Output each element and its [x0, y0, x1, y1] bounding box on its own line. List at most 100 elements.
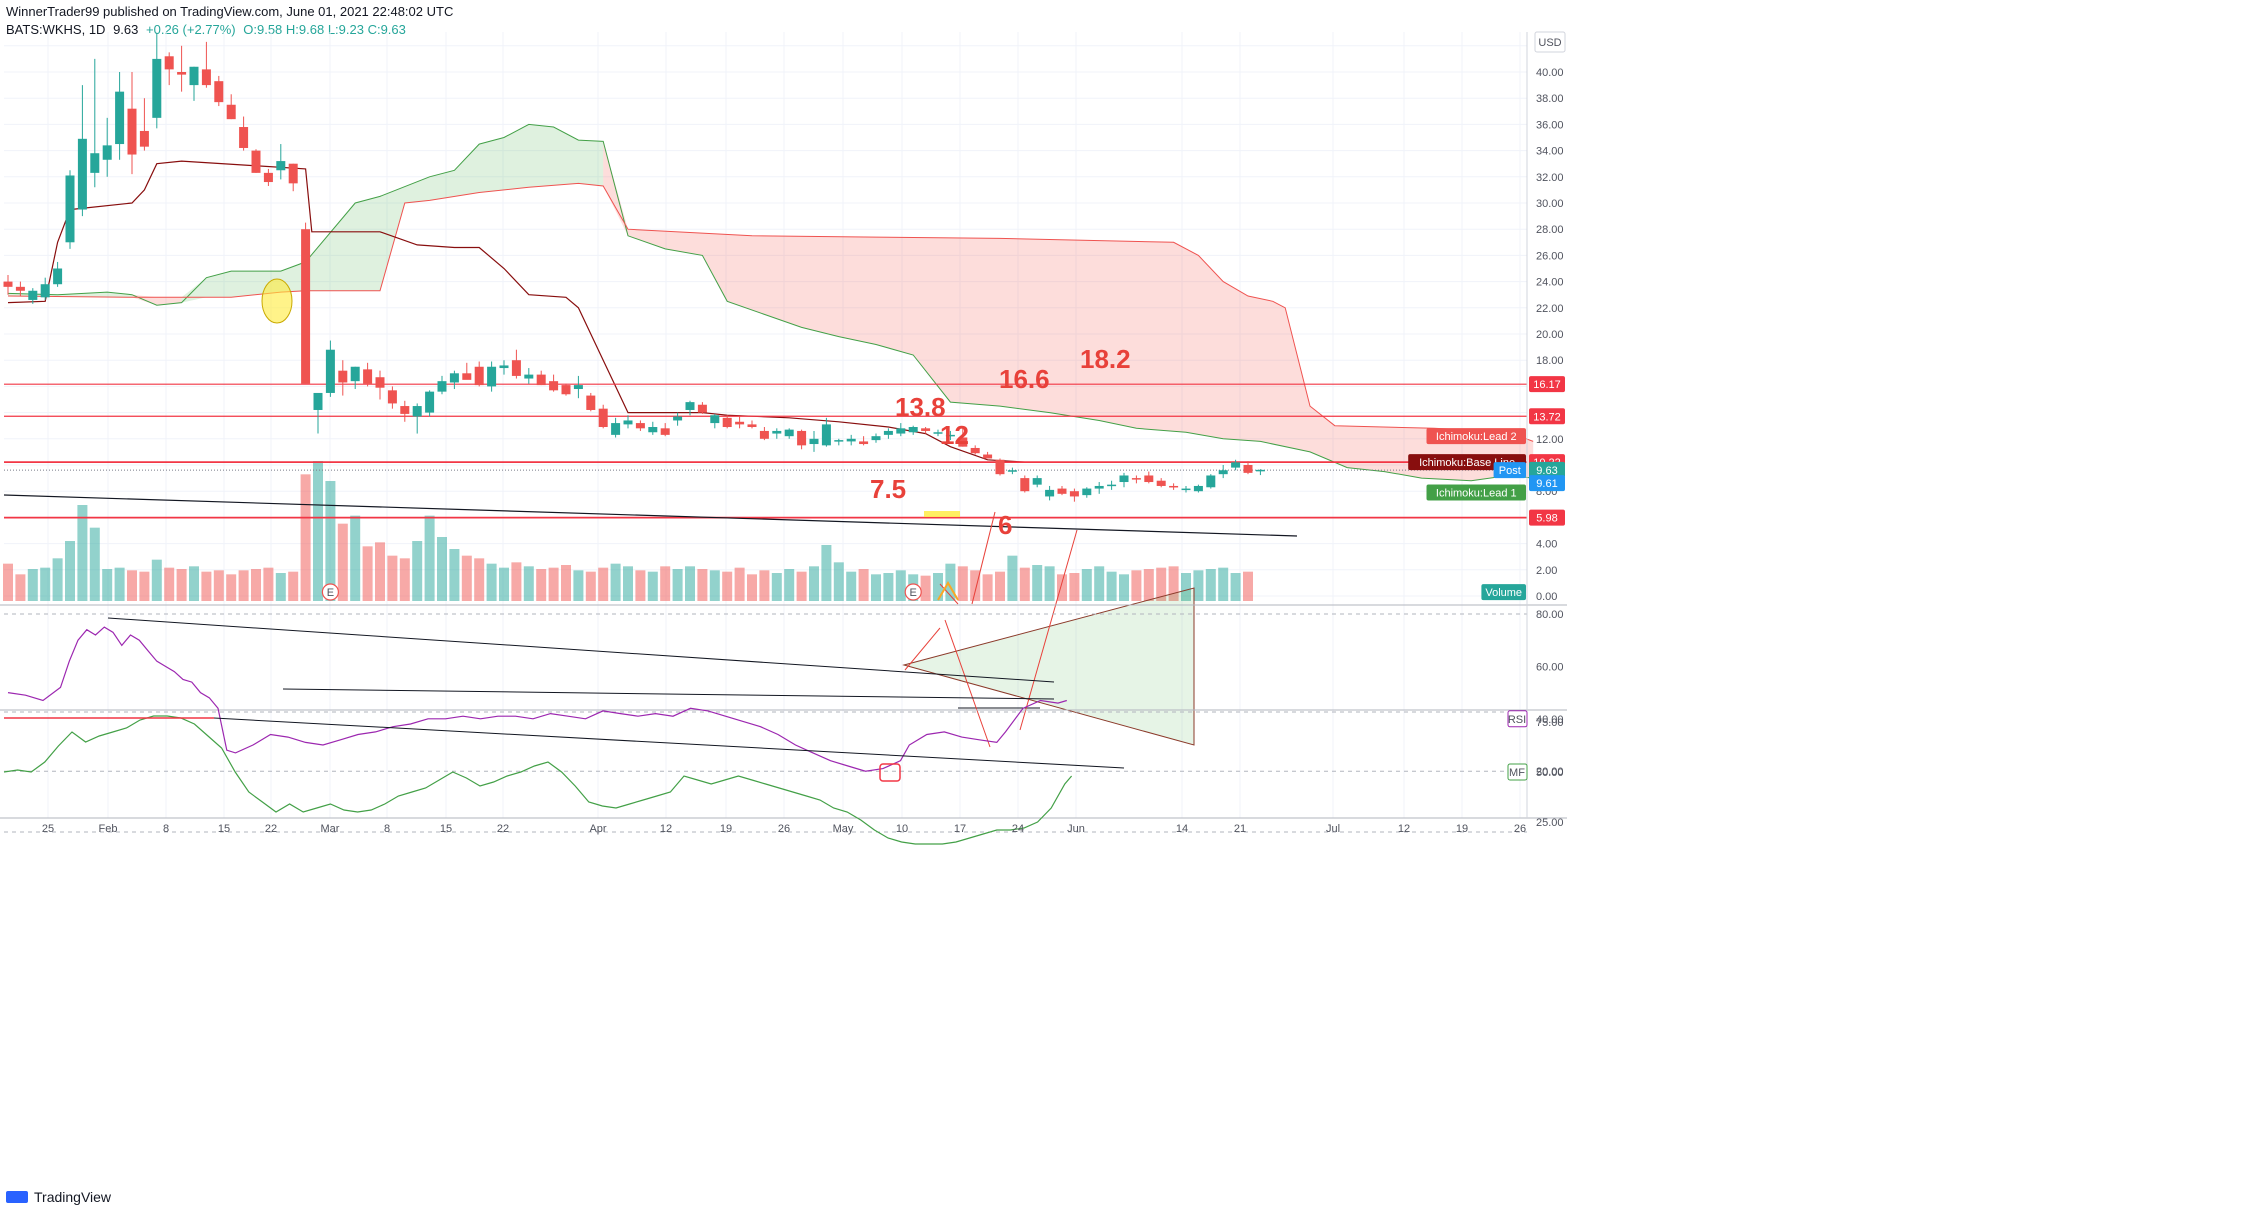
volume-bar — [635, 570, 646, 601]
candle-body — [586, 395, 596, 410]
candle-body — [189, 66, 199, 86]
price-tick-label: 30.00 — [1536, 198, 1564, 210]
candle-body — [375, 377, 385, 388]
time-tick-label: 15 — [218, 823, 230, 835]
volume-bar — [1119, 574, 1129, 601]
price-tick-label: 34.00 — [1536, 146, 1564, 158]
volume-bar — [982, 574, 993, 601]
volume-bar — [15, 574, 26, 601]
candle-body — [263, 172, 273, 183]
rsi-tick-label: 80.00 — [1536, 609, 1564, 621]
price-label-text: 9.61 — [1536, 478, 1557, 490]
rsi-line — [7, 626, 1067, 772]
volume-bar — [27, 569, 38, 601]
volume-bar — [412, 541, 423, 601]
price-tick-label: 2.00 — [1536, 565, 1557, 577]
mf-tick-label: 75.00 — [1536, 717, 1564, 729]
candle-body — [611, 423, 621, 435]
candle-body — [660, 428, 670, 435]
volume-bar — [164, 567, 175, 601]
volume-bar — [65, 541, 75, 601]
candle-body — [908, 427, 918, 433]
time-tick-label: 19 — [720, 823, 732, 835]
candle-body — [127, 108, 137, 155]
currency-badge — [1534, 31, 1566, 53]
candle-body — [53, 268, 63, 285]
mf-tick-label: 25.00 — [1536, 817, 1564, 829]
price-label-badge — [1529, 376, 1565, 393]
volume-bar — [623, 566, 633, 601]
candle-body — [288, 163, 298, 184]
earnings-marker-icon — [904, 583, 922, 601]
volume-bar — [486, 563, 497, 601]
rsi-trendline — [282, 688, 1055, 700]
price-label-badge — [1529, 461, 1565, 478]
volume-bar — [89, 527, 100, 601]
candle-body — [797, 430, 807, 446]
volume-bar — [561, 565, 571, 601]
projection-annotation: 7.5 — [870, 474, 906, 504]
time-tick-label: 8 — [384, 823, 390, 835]
symbol-name[interactable]: BATS:WKHS, 1D — [6, 22, 106, 37]
mf-tag-badge — [1507, 763, 1528, 781]
volume-bar — [920, 575, 931, 601]
price-axis: USD 40.00 38.00 36.00 34.00 32.00 30.00 28.00 26… — [1408, 31, 1566, 829]
volume-bar — [114, 567, 125, 601]
candle-body — [1094, 485, 1104, 489]
time-tick-label: May — [833, 823, 854, 835]
volume-bar — [251, 569, 261, 601]
candle-body — [958, 437, 968, 447]
candle-body — [1107, 484, 1117, 487]
candle-body — [1181, 488, 1191, 491]
volume-bar — [362, 546, 373, 601]
price-tick-label: 28.00 — [1536, 224, 1564, 236]
candle-body — [871, 436, 881, 441]
price-tick-label: 12.00 — [1536, 434, 1564, 446]
candle-body — [635, 423, 645, 429]
highlight-marker — [924, 511, 960, 517]
volume-bar — [548, 567, 559, 601]
volume-bar — [610, 563, 621, 601]
candle-body — [1057, 488, 1067, 494]
candle-body — [15, 286, 25, 291]
price-label-text: 13.72 — [1533, 411, 1561, 423]
chart-header: WinnerTrader99 published on TradingView.… — [6, 3, 453, 39]
volume-bar — [846, 571, 857, 601]
currency-label: USD — [1538, 37, 1561, 49]
candle-body — [437, 381, 447, 392]
candle-body — [623, 420, 633, 425]
time-tick-label: 21 — [1234, 823, 1246, 835]
volume-bar — [883, 573, 894, 601]
candle-body — [933, 432, 943, 434]
time-axis: 25 Feb 8 15 22 Mar 8 15 22 Apr 12 19 26 May 10 17 24 Jun 1… — [42, 823, 1526, 835]
candle-body — [1020, 478, 1030, 492]
candle-body — [449, 373, 459, 383]
candle-body — [102, 145, 112, 160]
volume-bar — [672, 569, 683, 601]
price-label-text: 16.17 — [1533, 379, 1561, 391]
tradingview-logo-icon — [6, 1191, 28, 1203]
price-label-text: 9.63 — [1536, 465, 1557, 477]
last-price: 9.63 — [113, 22, 139, 37]
candle-body — [1082, 488, 1092, 496]
candle-body — [834, 440, 844, 442]
volume-bar — [796, 571, 807, 601]
candle-body — [710, 415, 720, 424]
time-tick-label: Apr — [589, 823, 606, 835]
candle-body — [1231, 462, 1241, 468]
price-label-badge — [1529, 408, 1565, 425]
candle-body — [536, 374, 546, 386]
candle-body — [598, 408, 608, 428]
volume-bar — [523, 566, 534, 601]
candle-body — [400, 406, 410, 414]
time-tick-label: 19 — [1456, 823, 1468, 835]
tradingview-brand[interactable]: TradingView — [34, 1189, 112, 1205]
volume-bar — [151, 559, 162, 601]
volume-bar — [722, 571, 733, 601]
candle-body — [313, 392, 323, 410]
time-tick-label: 22 — [497, 823, 509, 835]
volume-bar — [1143, 569, 1154, 601]
volume-bar — [784, 569, 795, 601]
volume-bar — [1205, 569, 1216, 601]
